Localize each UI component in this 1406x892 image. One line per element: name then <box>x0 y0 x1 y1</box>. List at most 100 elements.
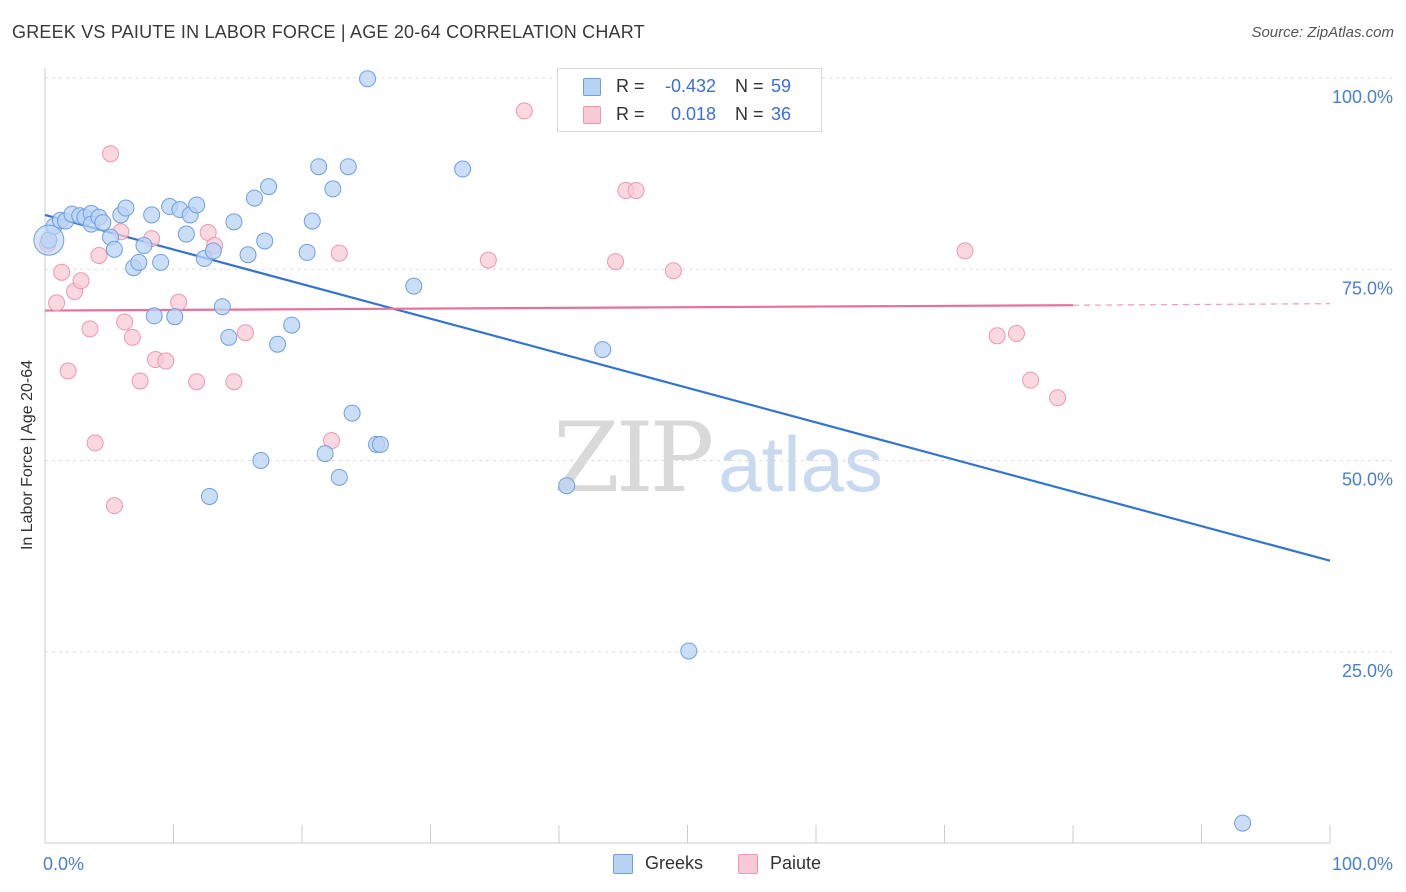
greeks-point <box>594 341 612 359</box>
paiute-point <box>102 145 120 163</box>
greeks-point <box>343 404 361 422</box>
greeks-point <box>324 180 342 198</box>
y-tick-label: 75.0% <box>1342 278 1393 298</box>
axes <box>44 68 1331 844</box>
greeks-point <box>405 277 423 295</box>
stats-legend-box: R = -0.432 N = 59 R = 0.018 N = 36 <box>557 68 822 132</box>
watermark: ZIP atlas <box>553 402 883 514</box>
greeks-point <box>245 189 263 207</box>
greeks-point <box>260 178 278 196</box>
greeks-point <box>117 199 135 217</box>
y-tick-label: 25.0% <box>1342 661 1393 681</box>
legend-label: Greeks <box>645 853 704 873</box>
paiute-point <box>627 181 645 199</box>
n-value: 36 <box>771 104 792 124</box>
greeks-point <box>135 237 153 255</box>
paiute-point <box>59 362 77 380</box>
data-points <box>33 69 1252 832</box>
greeks-point <box>204 242 222 260</box>
greeks-point <box>359 70 377 88</box>
n-label: N = <box>735 76 764 96</box>
watermark-atlas: atlas <box>718 420 883 508</box>
paiute-point <box>330 244 348 262</box>
paiute-point <box>81 320 99 338</box>
greeks-trend-line <box>44 213 1331 562</box>
greeks-point <box>213 298 231 316</box>
greeks-point <box>166 308 184 326</box>
greeks-swatch <box>583 78 601 96</box>
n-label: N = <box>735 104 764 124</box>
legend: Greeks Paiute <box>0 852 1406 878</box>
y-tick-label: 100.0% <box>1332 87 1393 107</box>
paiute-point <box>1049 389 1067 407</box>
greeks-point <box>269 335 287 353</box>
paiute-point <box>123 328 141 346</box>
x-tick-label: 0.0% <box>43 854 84 874</box>
greeks-point <box>105 240 123 258</box>
greeks-point <box>310 158 328 176</box>
paiute-point <box>72 272 90 290</box>
greeks-point <box>371 435 389 453</box>
paiute-point <box>236 324 254 342</box>
y-tick-label: 50.0% <box>1342 470 1393 490</box>
greeks-point <box>130 253 148 271</box>
stats-row-greeks: R = -0.432 N = 59 <box>558 73 821 99</box>
paiute-point <box>188 373 206 391</box>
paiute-legend-swatch <box>738 854 758 874</box>
greeks-point <box>680 642 698 660</box>
greeks-point <box>188 196 206 214</box>
r-label: R = <box>616 104 645 124</box>
paiute-point <box>1007 325 1025 343</box>
paiute-point <box>86 434 104 452</box>
paiute-point <box>157 352 175 370</box>
greeks-point <box>316 445 334 463</box>
greeks-point <box>330 468 348 486</box>
paiute-trend-extension <box>1072 303 1331 306</box>
greeks-point <box>143 206 161 224</box>
r-value: -0.432 <box>664 76 716 96</box>
stats-row-paiute: R = 0.018 N = 36 <box>558 101 821 127</box>
greeks-point <box>454 160 472 178</box>
paiute-point <box>1022 371 1040 389</box>
paiute-point <box>515 102 533 120</box>
grid-lines <box>45 77 1392 653</box>
legend-label: Paiute <box>770 853 822 873</box>
paiute-point <box>170 293 188 311</box>
paiute-point <box>90 246 108 264</box>
paiute-point <box>131 372 149 390</box>
greeks-point <box>303 212 321 230</box>
paiute-point <box>664 262 682 280</box>
paiute-trend-line <box>44 304 1074 312</box>
paiute-point <box>956 242 974 260</box>
paiute-point <box>53 263 71 281</box>
x-tick-label: 100.0% <box>1332 854 1393 874</box>
r-label: R = <box>616 76 645 96</box>
greeks-legend-swatch <box>613 854 633 874</box>
greeks-point <box>283 316 301 334</box>
r-value: 0.018 <box>670 104 716 124</box>
greeks-point <box>145 307 163 325</box>
greeks-point <box>225 213 243 231</box>
paiute-point <box>988 327 1006 345</box>
watermark-zip: ZIP <box>553 402 714 514</box>
paiute-point <box>607 253 625 271</box>
paiute-point <box>479 251 497 269</box>
greeks-point <box>339 158 357 176</box>
greeks-point-large <box>33 224 65 256</box>
paiute-swatch <box>583 106 601 124</box>
greeks-point <box>152 253 170 271</box>
greeks-point <box>220 328 238 346</box>
source-label: Source: ZipAtlas.com <box>1251 24 1394 41</box>
y-axis-label: In Labor Force | Age 20-64 <box>19 359 36 551</box>
chart-title: GREEK VS PAIUTE IN LABOR FORCE | AGE 20-… <box>12 22 645 42</box>
greeks-point <box>558 477 576 495</box>
greeks-point <box>94 214 112 232</box>
greeks-point <box>256 232 274 250</box>
greeks-point <box>298 243 316 261</box>
greeks-point <box>177 225 195 243</box>
greeks-point <box>252 452 270 469</box>
tick-labels: 100.0% 75.0% 50.0% 25.0% 0.0% 100.0% <box>43 87 1393 874</box>
greeks-point <box>1234 814 1252 832</box>
paiute-point <box>116 313 134 331</box>
